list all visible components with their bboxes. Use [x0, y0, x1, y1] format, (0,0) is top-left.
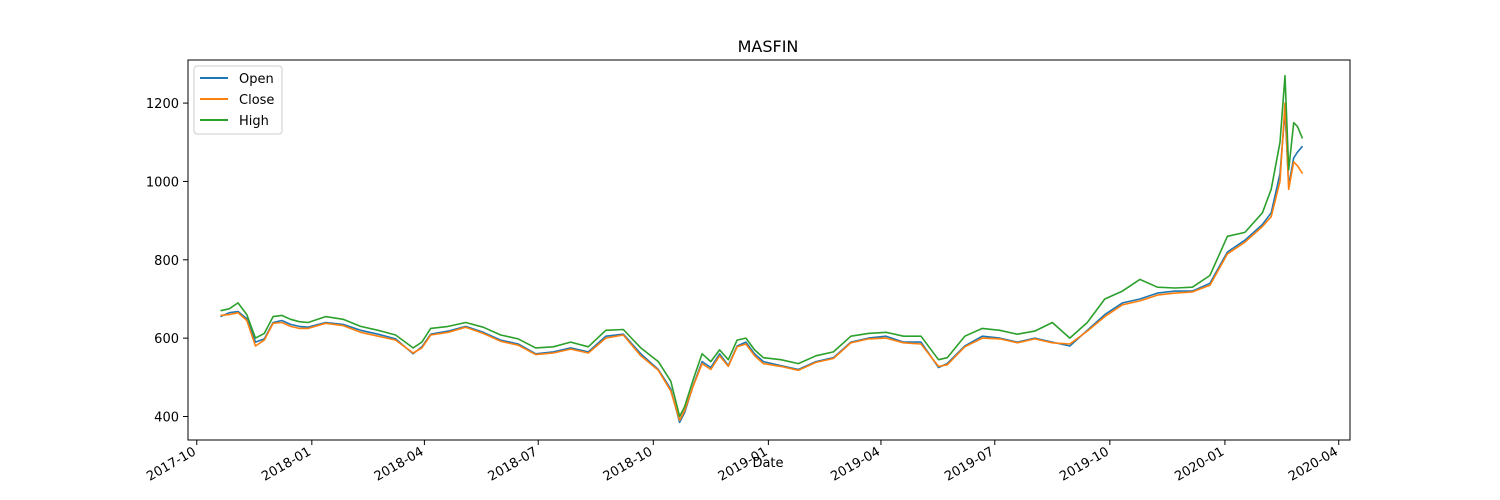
legend-label-close: Close [239, 93, 274, 108]
plot-area [187, 59, 1351, 441]
y-tick-label: 1200 [146, 97, 179, 112]
legend-label-open: Open [239, 72, 274, 87]
x-axis-label: Date [752, 456, 783, 471]
series-line-high [220, 74, 1304, 418]
y-tick-label: 1000 [146, 175, 179, 190]
legend-label-high: High [239, 114, 269, 129]
y-axis: 400 600 800 1000 1200 [146, 97, 188, 425]
series-layer [220, 74, 1304, 424]
legend-box [193, 65, 283, 135]
series-line-close [220, 102, 1304, 422]
chart-title: MASFIN [738, 37, 799, 56]
legend: Open Close High [193, 65, 283, 135]
y-tick-label: 800 [154, 254, 179, 269]
y-tick-label: 600 [154, 332, 179, 347]
y-tick-label: 400 [154, 410, 179, 425]
